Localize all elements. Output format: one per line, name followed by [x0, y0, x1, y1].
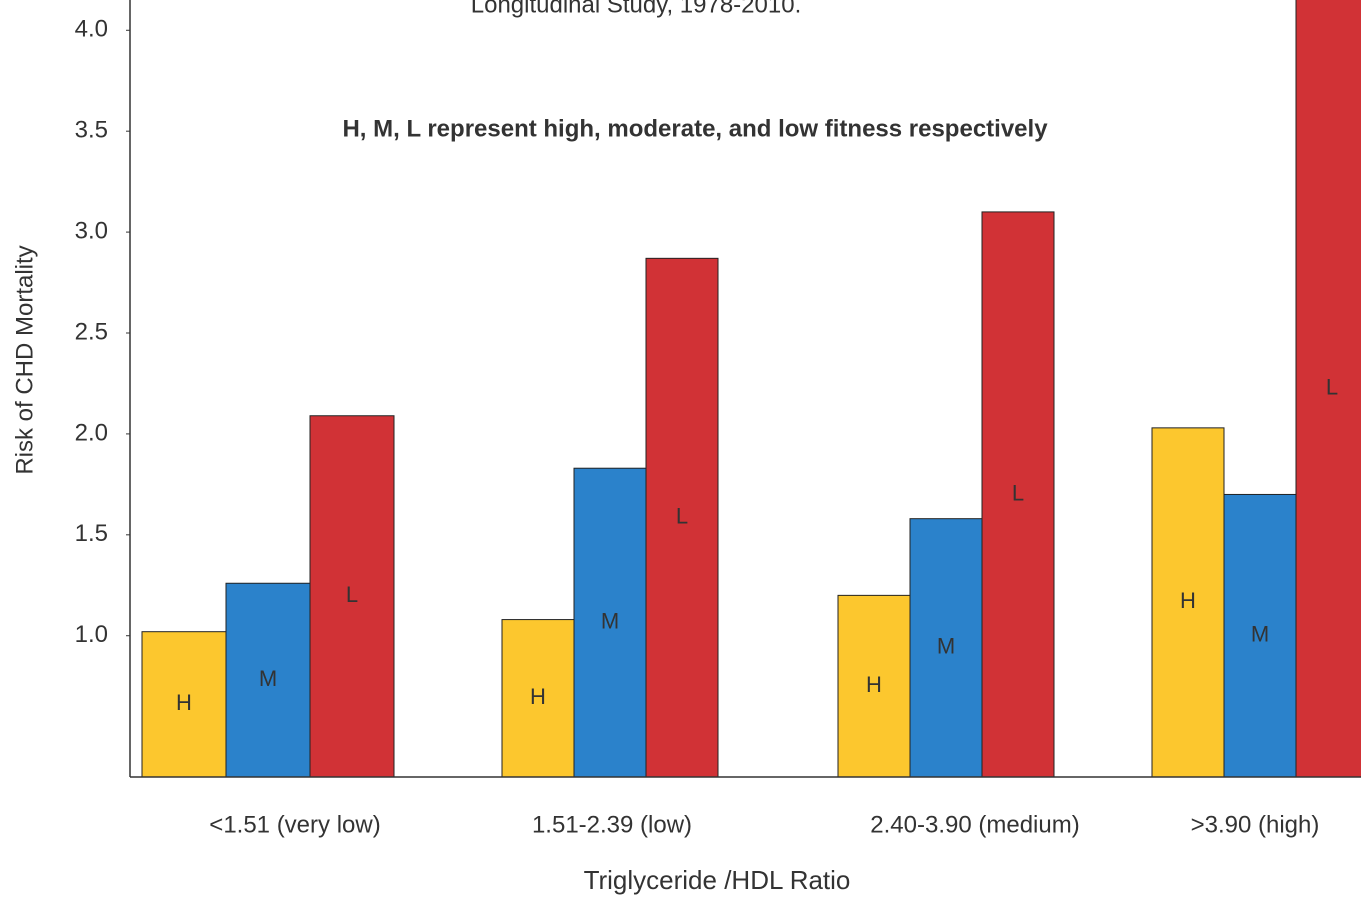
y-tick-label: 2.5 — [75, 318, 108, 345]
bar-letter: H — [530, 684, 546, 709]
y-tick-label: 2.0 — [75, 419, 108, 446]
bar-letter: M — [259, 666, 277, 691]
bar-letter: H — [1180, 588, 1196, 613]
x-tick-label: <1.51 (very low) — [209, 811, 380, 838]
bar-letter: L — [676, 503, 688, 528]
y-tick-label: 3.5 — [75, 117, 108, 144]
x-tick-label: >3.90 (high) — [1191, 811, 1320, 838]
y-tick-label: 1.0 — [75, 621, 108, 648]
chart: Longitudinal Study, 1978-2010. H, M, L r… — [0, 0, 1361, 899]
y-tick-label: 4.0 — [75, 16, 108, 43]
y-tick-label: 1.5 — [75, 520, 108, 547]
bar-letter: L — [1326, 374, 1338, 399]
y-tick-label: 3.0 — [75, 217, 108, 244]
bar-letter: M — [1251, 622, 1269, 647]
bar-letter: H — [866, 672, 882, 697]
annotation: H, M, L represent high, moderate, and lo… — [342, 115, 1048, 142]
x-axis-title: Triglyceride /HDL Ratio — [584, 865, 851, 895]
y-axis-title: Risk of CHD Mortality — [11, 245, 38, 474]
bar-letter: L — [1012, 480, 1024, 505]
bar-letter: M — [937, 634, 955, 659]
x-tick-label: 1.51-2.39 (low) — [532, 811, 692, 838]
bar-letter: M — [601, 608, 619, 633]
x-tick-label: 2.40-3.90 (medium) — [870, 811, 1079, 838]
bar-letter: H — [176, 690, 192, 715]
chart-title: Longitudinal Study, 1978-2010. — [471, 0, 801, 18]
bar-letter: L — [346, 582, 358, 607]
